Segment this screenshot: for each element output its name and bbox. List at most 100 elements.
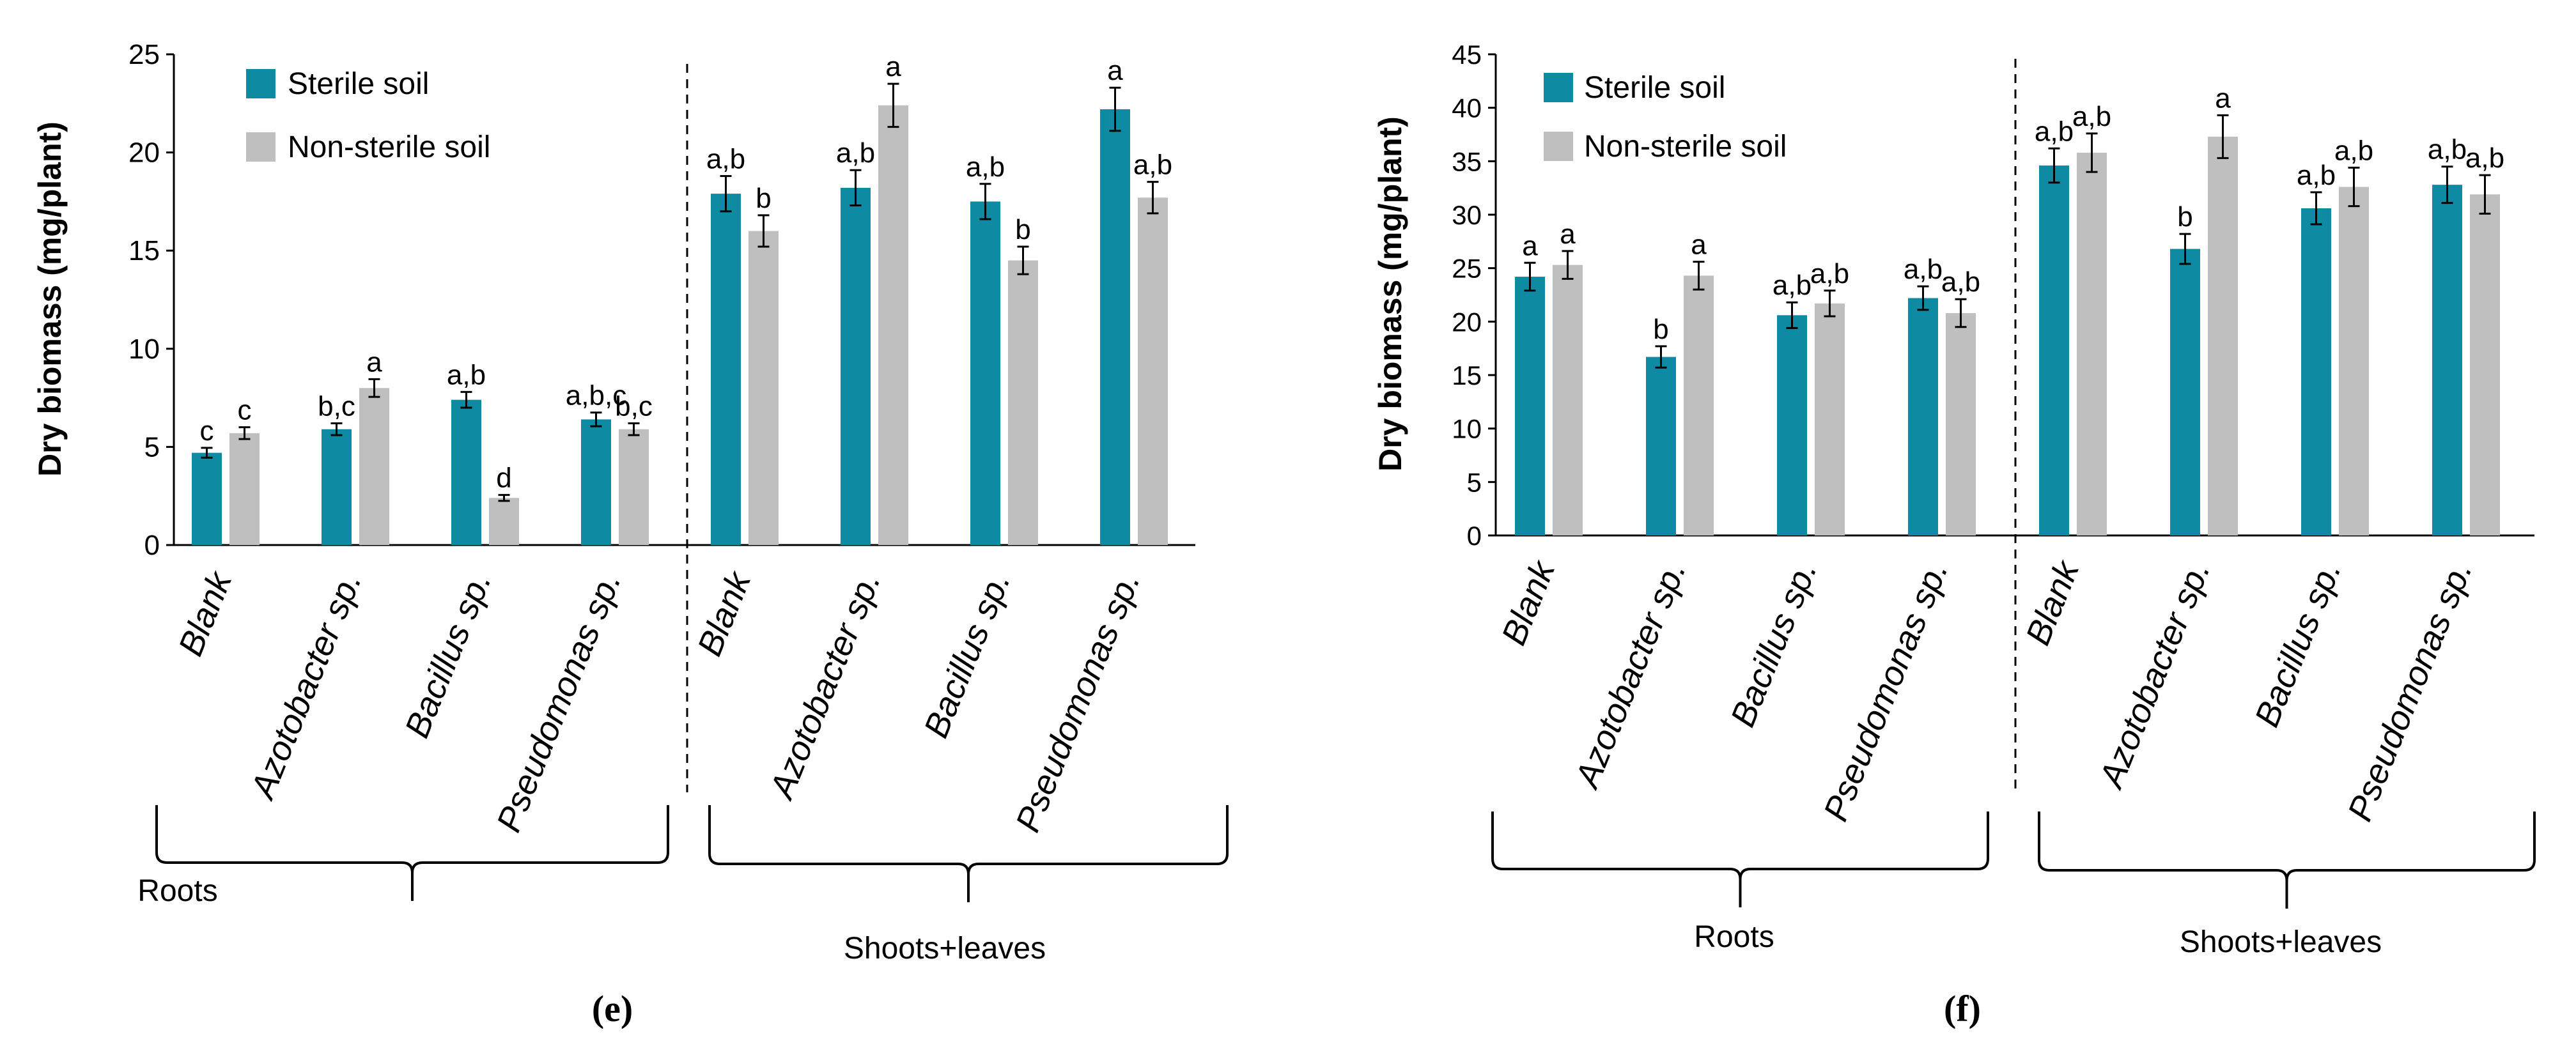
y-tick-label-f: 30 bbox=[1452, 200, 1482, 230]
category-label-f: Azotobacter sp. bbox=[1567, 556, 1693, 794]
bar-sterile-f bbox=[1646, 357, 1676, 535]
significance-label-e: a,b bbox=[447, 359, 486, 390]
significance-label-e: b bbox=[1015, 214, 1030, 245]
bar-nonsterile-f bbox=[2339, 187, 2369, 535]
y-tick-label-f: 40 bbox=[1452, 93, 1482, 123]
category-label-f: Blank bbox=[2019, 554, 2087, 650]
y-axis-title-e: Dry biomass (mg/plant) bbox=[32, 121, 68, 477]
bar-sterile-f bbox=[1515, 277, 1545, 535]
significance-label-f: a,b bbox=[2465, 142, 2504, 174]
legend-label-sterile-e: Sterile soil bbox=[288, 67, 429, 101]
significance-label-f: a bbox=[1691, 229, 1707, 261]
y-tick-label-e: 10 bbox=[128, 334, 160, 365]
significance-label-e: a,b,c bbox=[566, 380, 626, 411]
bar-nonsterile-e bbox=[229, 433, 260, 545]
panel-e: Sterile soil Non-sterile soil Roots Shoo… bbox=[137, 67, 1046, 1029]
legend-label-sterile-f: Sterile soil bbox=[1584, 71, 1725, 105]
bar-nonsterile-e bbox=[619, 429, 649, 545]
category-label-e: Azotobacter sp. bbox=[243, 567, 369, 805]
y-tick-label-f: 0 bbox=[1467, 521, 1482, 551]
significance-label-e: c bbox=[200, 415, 214, 447]
category-label-e: Pseudomonas sp. bbox=[1009, 567, 1148, 837]
significance-label-e: a,b bbox=[836, 137, 875, 169]
bar-sterile-e bbox=[451, 399, 481, 545]
significance-label-f: a,b bbox=[2297, 160, 2336, 191]
bar-sterile-e bbox=[970, 201, 1000, 545]
bar-nonsterile-e bbox=[489, 498, 519, 545]
category-label-f: Pseudomonas sp. bbox=[1817, 556, 1956, 826]
y-tick-label-f: 20 bbox=[1452, 307, 1482, 337]
category-label-f: Bacillus sp. bbox=[1723, 556, 1824, 732]
bar-sterile-f bbox=[2170, 249, 2200, 535]
category-label-e: Blank bbox=[171, 565, 240, 661]
bar-nonsterile-f bbox=[1553, 265, 1583, 535]
bar-sterile-f bbox=[2039, 165, 2069, 535]
significance-label-f: b bbox=[2177, 201, 2192, 233]
significance-label-e: b bbox=[756, 183, 771, 214]
y-tick-label-f: 15 bbox=[1452, 360, 1482, 390]
group-label-roots-f: Roots bbox=[1694, 920, 1774, 954]
legend-label-nonsterile-f: Non-sterile soil bbox=[1584, 130, 1787, 164]
significance-label-e: b,c bbox=[615, 391, 653, 422]
bar-sterile-e bbox=[1100, 109, 1130, 546]
bar-nonsterile-e bbox=[1008, 260, 1038, 545]
y-tick-label-e: 0 bbox=[144, 530, 160, 561]
legend-swatch-sterile-f bbox=[1544, 73, 1573, 102]
category-label-e: Blank bbox=[690, 565, 759, 661]
category-label-f: Bacillus sp. bbox=[2247, 556, 2348, 732]
significance-label-e: a,b bbox=[1133, 150, 1172, 181]
significance-label-f: a bbox=[2215, 82, 2231, 114]
panel-label-e: (e) bbox=[592, 988, 633, 1029]
group-label-roots-e: Roots bbox=[137, 874, 217, 908]
significance-label-f: a,b bbox=[2428, 134, 2467, 165]
y-tick-label-e: 20 bbox=[128, 137, 160, 169]
significance-label-f: b bbox=[1653, 314, 1668, 345]
significance-label-f: a,b bbox=[2072, 101, 2111, 132]
bar-nonsterile-e bbox=[878, 105, 908, 545]
category-label-f: Blank bbox=[1494, 554, 1563, 650]
legend-label-nonsterile-e: Non-sterile soil bbox=[288, 130, 490, 164]
bar-sterile-f bbox=[1908, 298, 1938, 535]
bar-nonsterile-f bbox=[1946, 312, 1976, 535]
significance-label-e: a,b bbox=[706, 143, 745, 174]
group-brace-f-1 bbox=[2038, 811, 2536, 881]
bar-nonsterile-f bbox=[2077, 152, 2107, 536]
significance-label-f: a,b bbox=[2035, 116, 2074, 147]
bar-nonsterile-e bbox=[359, 388, 389, 545]
significance-label-e: a,b bbox=[966, 151, 1005, 183]
category-label-e: Bacillus sp. bbox=[917, 567, 1018, 743]
bar-nonsterile-f bbox=[1684, 275, 1714, 535]
bar-nonsterile-f bbox=[2208, 136, 2238, 535]
significance-label-f: a,b bbox=[1904, 254, 1943, 285]
significance-label-e: b,c bbox=[318, 391, 355, 422]
legend-swatch-nonsterile-f bbox=[1544, 132, 1573, 161]
bar-nonsterile-e bbox=[1138, 197, 1168, 546]
panel-label-f: (f) bbox=[1944, 988, 1981, 1029]
significance-label-f: a,b bbox=[1810, 258, 1849, 289]
bar-sterile-f bbox=[2432, 185, 2462, 535]
category-label-e: Bacillus sp. bbox=[398, 567, 499, 743]
significance-label-e: a bbox=[366, 346, 382, 378]
bar-sterile-e bbox=[841, 187, 871, 545]
significance-label-e: d bbox=[496, 463, 511, 494]
y-tick-label-e: 25 bbox=[128, 39, 160, 70]
y-tick-label-f: 5 bbox=[1467, 467, 1482, 497]
significance-label-e: c bbox=[238, 395, 252, 426]
category-label-f: Azotobacter sp. bbox=[2091, 556, 2217, 794]
y-tick-label-e: 5 bbox=[144, 431, 160, 463]
group-label-shoots-e: Shoots+leaves bbox=[844, 932, 1046, 965]
bar-sterile-f bbox=[2301, 208, 2331, 536]
significance-label-f: a,b bbox=[2334, 135, 2373, 166]
y-tick-label-e: 15 bbox=[128, 235, 160, 266]
significance-label-e: a bbox=[885, 51, 901, 82]
significance-label-f: a bbox=[1560, 219, 1576, 250]
group-brace-e-0 bbox=[155, 805, 669, 873]
group-brace-e-1 bbox=[708, 805, 1229, 875]
y-tick-label-f: 10 bbox=[1452, 414, 1482, 444]
category-label-e: Pseudomonas sp. bbox=[490, 567, 629, 837]
bar-sterile-e bbox=[322, 429, 352, 545]
significance-label-f: a,b bbox=[1941, 266, 1980, 298]
bar-sterile-e bbox=[711, 194, 741, 545]
significance-label-f: a bbox=[1522, 230, 1538, 261]
